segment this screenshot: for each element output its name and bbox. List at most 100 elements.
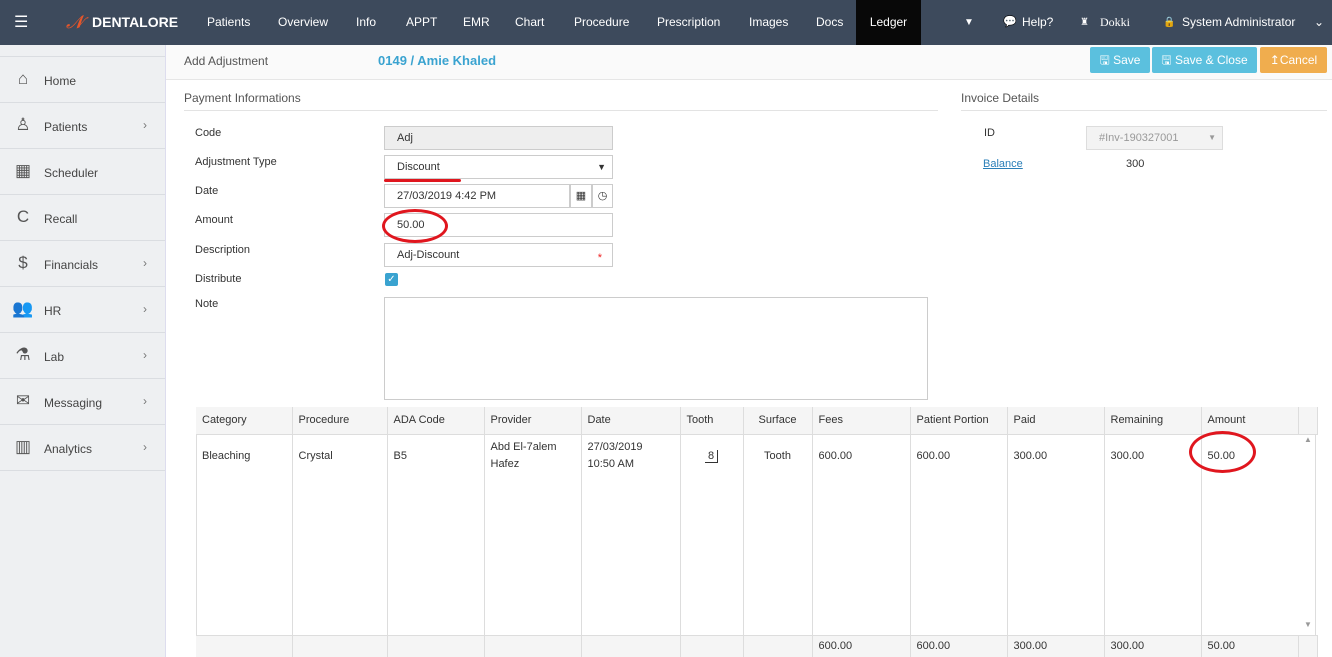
- annotation-underline: [384, 179, 461, 182]
- nav-overview[interactable]: Overview: [278, 15, 329, 29]
- chevron-right-icon: ›: [143, 118, 147, 132]
- adjustment-type-label: Adjustment Type: [195, 156, 277, 168]
- cancel-button[interactable]: ↥Cancel: [1260, 47, 1327, 73]
- calendar-icon: ▦: [14, 161, 32, 180]
- col-patient-portion[interactable]: Patient Portion: [910, 407, 1008, 435]
- chevron-right-icon: ›: [143, 394, 147, 408]
- col-surface[interactable]: Surface: [743, 407, 813, 435]
- col-provider[interactable]: Provider: [484, 407, 582, 435]
- time-line: 10:50 AM: [587, 457, 634, 470]
- chevron-down-icon[interactable]: ⌄: [1314, 15, 1325, 29]
- invoice-id-select: #Inv-190327001 ▼: [1086, 126, 1223, 150]
- logo-icon: 𝓝: [66, 12, 84, 32]
- total-amount: 50.00: [1201, 635, 1299, 657]
- col-amount[interactable]: Amount: [1201, 407, 1299, 435]
- description-value: Adj-Discount: [397, 249, 460, 261]
- date-field[interactable]: 27/03/2019 4:42 PM: [384, 184, 570, 208]
- cell-surface: Tooth: [743, 434, 813, 477]
- nav-docs[interactable]: Docs: [816, 15, 844, 29]
- col-remaining[interactable]: Remaining: [1104, 407, 1202, 435]
- total-patient-portion: 600.00: [910, 635, 1008, 657]
- sidebar-item-home[interactable]: ⌂ Home: [0, 57, 165, 103]
- sidebar-item-recall[interactable]: C Recall: [0, 195, 165, 241]
- sidebar-item-messaging[interactable]: ✉ Messaging ›: [0, 379, 165, 425]
- distribute-label: Distribute: [195, 273, 242, 285]
- scroll-up-icon[interactable]: ▲: [1304, 434, 1312, 444]
- chevron-right-icon: ›: [143, 302, 147, 316]
- nav-prescription[interactable]: Prescription: [657, 15, 721, 29]
- col-paid[interactable]: Paid: [1007, 407, 1105, 435]
- top-navbar: ☰ 𝓝 DENTALORE Patients Overview Info APP…: [0, 0, 1332, 45]
- col-ada-code[interactable]: ADA Code: [387, 407, 485, 435]
- sidebar-item-lab[interactable]: ⚗ Lab ›: [0, 333, 165, 379]
- sidebar-item-label: Messaging: [44, 396, 103, 410]
- required-icon: *: [597, 252, 602, 264]
- code-field: Adj: [384, 126, 613, 150]
- col-date[interactable]: Date: [581, 407, 681, 435]
- clock-icon[interactable]: ◷: [592, 184, 613, 208]
- nav-chart[interactable]: Chart: [515, 15, 545, 29]
- home-icon: ⌂: [17, 69, 29, 88]
- scroll-down-icon[interactable]: ▼: [1304, 619, 1312, 629]
- nav-appt[interactable]: APPT: [406, 15, 438, 29]
- nav-info[interactable]: Info: [356, 15, 377, 29]
- sidebar-item-label: Financials: [44, 258, 99, 272]
- floppy-icon: 🖫: [1099, 53, 1110, 67]
- sidebar-item-hr[interactable]: 👥 HR ›: [0, 287, 165, 333]
- chevron-right-icon: ›: [143, 440, 147, 454]
- nav-patients[interactable]: Patients: [207, 15, 251, 29]
- note-label: Note: [195, 298, 219, 310]
- lock-icon: 🔒: [1163, 17, 1176, 28]
- clinic-name[interactable]: Dokki: [1100, 15, 1130, 29]
- nav-procedure[interactable]: Procedure: [574, 15, 630, 29]
- save-button[interactable]: 🖫 Save: [1090, 47, 1150, 73]
- help-link[interactable]: Help?: [1022, 15, 1054, 29]
- page-title: Add Adjustment: [184, 54, 269, 68]
- nav-emr[interactable]: EMR: [463, 15, 490, 29]
- code-label: Code: [195, 127, 222, 139]
- sidebar-item-financials[interactable]: $ Financials ›: [0, 241, 165, 287]
- procedures-table: Category Procedure ADA Code Provider Date Too…: [196, 407, 1319, 657]
- payment-section-title: Payment Informations: [184, 91, 938, 111]
- sidebar-item-scheduler[interactable]: ▦ Scheduler: [0, 149, 165, 195]
- person-icon: ♙: [15, 115, 31, 134]
- table-row[interactable]: Bleaching Crystal B5 Abd El-7alem Hafez 2…: [196, 434, 1318, 477]
- adjustment-type-value: Discount: [397, 161, 440, 173]
- balance-link[interactable]: Balance: [983, 158, 1023, 170]
- sidebar-item-label: Lab: [44, 350, 65, 364]
- cell-remaining: 300.00: [1104, 434, 1202, 477]
- invoice-section-title: Invoice Details: [961, 91, 1327, 111]
- sidebar-item-patients[interactable]: ♙ Patients ›: [0, 103, 165, 149]
- more-dropdown-icon[interactable]: ▼: [964, 17, 974, 28]
- save-close-button[interactable]: 🖫 Save & Close: [1152, 47, 1257, 73]
- totals-row: 600.00 600.00 300.00 300.00 50.00: [196, 635, 1319, 657]
- calendar-icon[interactable]: ▦: [570, 184, 592, 208]
- sidebar-item-label: Scheduler: [44, 166, 99, 180]
- brand: DENTALORE: [92, 14, 179, 30]
- chart-icon: ▥: [14, 437, 32, 456]
- col-fees[interactable]: Fees: [812, 407, 911, 435]
- cell-tooth: 8: [680, 434, 744, 477]
- col-procedure[interactable]: Procedure: [292, 407, 388, 435]
- note-textarea[interactable]: [384, 297, 928, 400]
- adjustment-type-select[interactable]: Discount ▼: [384, 155, 613, 179]
- col-category[interactable]: Category: [196, 407, 293, 435]
- sidebar-item-label: Home: [44, 74, 77, 88]
- total-paid: 300.00: [1007, 635, 1105, 657]
- col-tooth[interactable]: Tooth: [680, 407, 744, 435]
- annotation-circle: [1189, 431, 1256, 473]
- nav-images[interactable]: Images: [749, 15, 789, 29]
- sidebar-item-analytics[interactable]: ▥ Analytics ›: [0, 425, 165, 471]
- nav-ledger[interactable]: Ledger: [856, 0, 921, 45]
- chevron-right-icon: ›: [143, 256, 147, 270]
- user-menu[interactable]: System Administrator: [1182, 15, 1296, 29]
- annotation-circle: [382, 209, 448, 243]
- chevron-right-icon: ›: [143, 348, 147, 362]
- patient-link[interactable]: 0149 / Amie Khaled: [378, 53, 497, 68]
- distribute-checkbox[interactable]: ✓: [385, 273, 398, 286]
- menu-toggle-icon[interactable]: ☰: [14, 14, 29, 31]
- invoice-id-label: ID: [984, 127, 995, 139]
- total-remaining: 300.00: [1104, 635, 1202, 657]
- description-field[interactable]: Adj-Discount *: [384, 243, 613, 267]
- cell-category: Bleaching: [196, 434, 293, 477]
